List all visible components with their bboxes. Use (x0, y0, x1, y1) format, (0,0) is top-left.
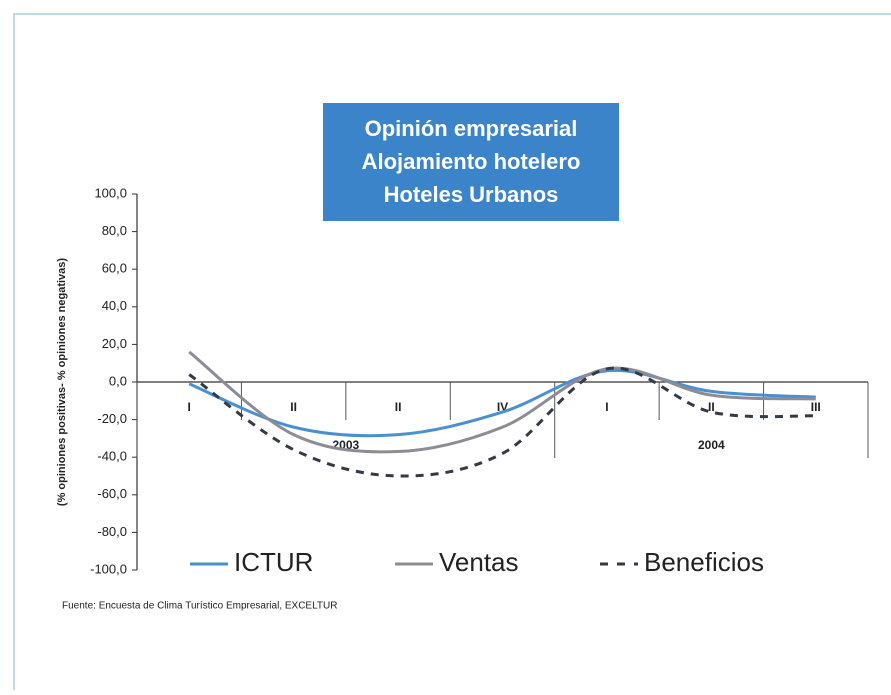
y-tick-label: 40,0 (102, 298, 127, 313)
chart-title: Opinión empresarial (365, 116, 578, 141)
legend-label: Beneficios (644, 547, 764, 577)
series-line (188, 366, 816, 478)
chart-title: Hoteles Urbanos (384, 182, 559, 207)
x-tick-label: II (290, 400, 297, 414)
series-line (188, 368, 816, 438)
y-tick-label: -40,0 (97, 449, 127, 464)
y-tick-label: 100,0 (94, 185, 127, 200)
group-label: 2004 (698, 438, 725, 452)
title-box (323, 103, 619, 221)
x-tick-label: II (395, 400, 402, 414)
legend-label: ICTUR (234, 547, 313, 577)
y-tick-label: -100,0 (90, 561, 127, 576)
y-tick-label: -20,0 (97, 411, 127, 426)
y-axis-label: (% opiniones positivas- % opiniones nega… (56, 258, 68, 506)
y-tick-label: 0,0 (109, 373, 127, 388)
x-tick-label: IV (497, 400, 508, 414)
x-tick-label: I (605, 400, 608, 414)
y-tick-label: 80,0 (102, 223, 127, 238)
legend-label: Ventas (439, 547, 519, 577)
source: Fuente: Encuesta de Clima Turístico Empr… (62, 601, 337, 612)
y-tick-label: -60,0 (97, 486, 127, 501)
y-tick-label: -80,0 (97, 524, 127, 539)
x-tick-label: I (188, 400, 191, 414)
chart-title: Alojamiento hotelero (362, 149, 581, 174)
series-line (188, 350, 816, 454)
x-tick-label: II (708, 400, 715, 414)
y-tick-label: 60,0 (102, 261, 127, 276)
page-frame (13, 13, 891, 695)
x-tick-label: III (811, 400, 821, 414)
y-tick-label: 20,0 (102, 336, 127, 351)
